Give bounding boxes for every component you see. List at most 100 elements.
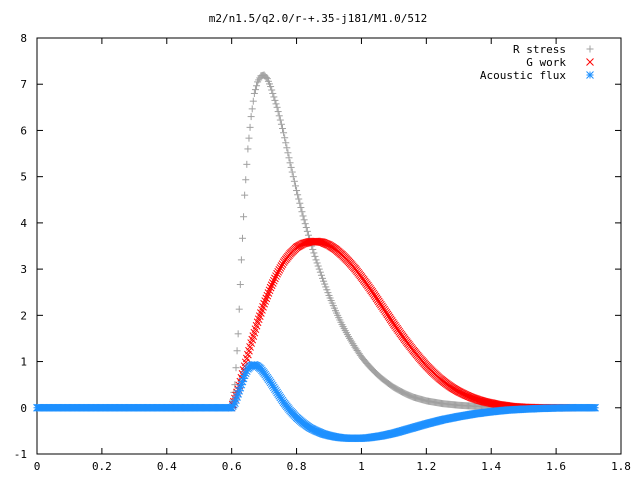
data-point (266, 283, 275, 292)
data-point (286, 159, 294, 167)
data-point (269, 276, 278, 285)
data-point (288, 168, 296, 176)
data-point (274, 267, 283, 276)
data-point (278, 260, 287, 268)
data-point (275, 112, 283, 120)
x-axis: 0 0.2 0.4 0.6 0.8 1 1.2 1.4 1.6 1.8 (34, 38, 631, 473)
x-tick-label: 0.8 (287, 460, 307, 473)
data-point (302, 224, 310, 232)
x-tick-label: 0.6 (222, 460, 242, 473)
data-point (317, 238, 326, 247)
legend-marker (586, 58, 594, 66)
data-point (475, 396, 484, 405)
data-point (251, 86, 259, 94)
data-point (269, 89, 277, 97)
x-tick-label: 1.2 (416, 460, 436, 473)
x-tick-label: 0 (34, 460, 41, 473)
data-point (271, 274, 279, 283)
data-point (245, 134, 253, 142)
data-point (284, 149, 292, 157)
data-point (303, 227, 311, 235)
data-point (272, 100, 280, 108)
legend-label: Acoustic flux (480, 69, 566, 82)
data-point (261, 297, 270, 305)
data-point (299, 212, 307, 220)
data-point (265, 286, 274, 295)
data-point (317, 271, 325, 279)
x-tick-label: 1 (358, 460, 365, 473)
data-point (267, 83, 275, 91)
data-point (309, 245, 317, 253)
y-tick-label: 0 (20, 402, 27, 415)
data-point (237, 256, 245, 264)
data-point (263, 291, 272, 300)
data-point (271, 274, 279, 283)
data-point (322, 283, 330, 291)
data-point (242, 176, 250, 184)
data-point (264, 289, 273, 297)
series-layer (33, 71, 599, 443)
x-tick-label: 0.2 (92, 460, 112, 473)
data-point (293, 187, 301, 195)
data-point (348, 338, 356, 346)
data-point (277, 120, 285, 128)
data-point (283, 144, 291, 152)
chart-title: m2/n1.5/q2.0/r-+.35-j181/M1.0/512 (209, 12, 428, 25)
data-point (264, 289, 273, 297)
data-point (476, 396, 485, 405)
data-point (263, 291, 272, 300)
data-point (246, 123, 254, 131)
data-point (289, 173, 297, 181)
data-point (304, 231, 312, 239)
data-point (233, 347, 241, 355)
data-point (249, 97, 257, 105)
data-point (261, 297, 270, 305)
data-point (346, 334, 354, 342)
data-point (316, 238, 325, 246)
data-point (282, 139, 290, 147)
y-tick-label: -1 (14, 448, 27, 461)
data-point (267, 281, 276, 290)
x-tick-label: 1.4 (481, 460, 501, 473)
data-point (273, 269, 281, 278)
data-point (277, 262, 286, 270)
data-point (272, 272, 280, 280)
legend-marker (586, 71, 594, 79)
data-point (311, 252, 319, 260)
data-point (316, 268, 324, 276)
data-point (268, 279, 277, 287)
data-point (244, 145, 252, 153)
legend-label: R stress (513, 43, 566, 56)
data-point (274, 108, 282, 116)
x-tick-label: 1.6 (546, 460, 566, 473)
x-tick-label: 1.8 (611, 460, 631, 473)
data-point (315, 265, 323, 273)
data-point (238, 234, 246, 242)
y-tick-label: 6 (20, 124, 27, 137)
data-point (276, 264, 285, 272)
data-point (324, 289, 332, 297)
data-point (240, 213, 248, 221)
x-tick-label: 0.4 (157, 460, 177, 473)
data-point (248, 105, 256, 113)
data-point (260, 299, 268, 308)
data-point (253, 82, 261, 90)
legend-marker (586, 71, 594, 79)
y-tick-label: 8 (20, 32, 27, 45)
y-axis: -1 0 1 2 3 4 5 6 7 8 (14, 32, 621, 461)
y-tick-label: 4 (20, 217, 27, 230)
data-point (310, 249, 318, 257)
data-point (277, 262, 286, 270)
data-point (349, 340, 357, 348)
data-point (301, 220, 309, 228)
data-point (267, 281, 276, 290)
legend-marker (586, 58, 594, 66)
data-point (320, 277, 328, 285)
data-point (278, 260, 287, 268)
data-point (276, 264, 285, 272)
data-point (285, 154, 293, 162)
data-point (265, 286, 274, 295)
plot-border (36, 37, 622, 455)
data-point (295, 195, 303, 203)
